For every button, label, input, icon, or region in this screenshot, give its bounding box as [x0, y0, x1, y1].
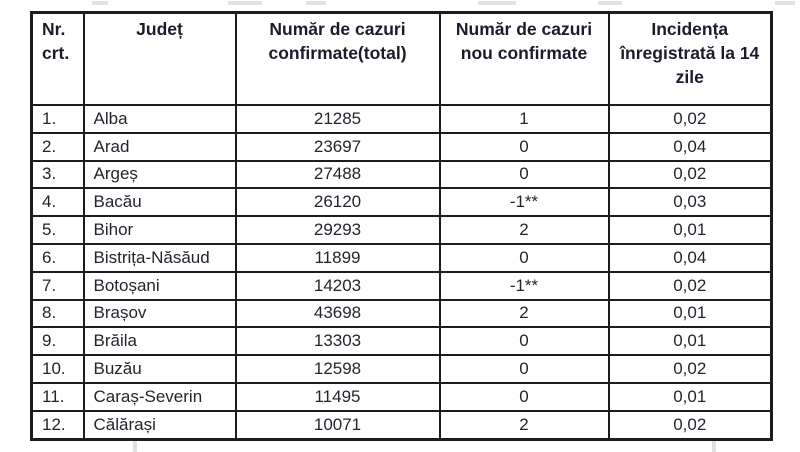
cell-total: 23697 — [234, 131, 441, 162]
cell-incidenta: 0,02 — [607, 409, 773, 441]
cell-incidenta: 0,02 — [607, 354, 773, 384]
cell-nr: 6. — [30, 242, 85, 273]
column-header-judet: Județ — [82, 11, 237, 106]
cell-incidenta: 0,01 — [607, 298, 773, 329]
cell-incidenta: 0,01 — [607, 381, 773, 412]
cell-noi: 0 — [438, 381, 610, 412]
scan-artifact — [92, 1, 108, 5]
cell-judet: Caraș-Severin — [82, 381, 237, 412]
cell-total: 12598 — [234, 354, 441, 384]
cell-nr: 12. — [30, 409, 85, 441]
scan-artifact — [228, 1, 262, 5]
cell-total: 27488 — [234, 159, 441, 190]
cell-incidenta: 0,04 — [607, 131, 773, 162]
cell-judet: Botoșani — [82, 270, 237, 301]
table-row: 10. Buzău 12598 0 0,02 — [30, 354, 773, 384]
cell-total: 11899 — [234, 242, 441, 273]
cell-incidenta: 0,03 — [607, 187, 773, 218]
cell-judet: Bihor — [82, 215, 237, 245]
cell-incidenta: 0,04 — [607, 242, 773, 273]
table-row: 4. Bacău 26120 -1** 0,03 — [30, 187, 773, 218]
cell-judet: Călărași — [82, 409, 237, 441]
cell-nr: 9. — [30, 326, 85, 357]
cell-nr: 1. — [30, 104, 85, 134]
cell-judet: Brăila — [82, 326, 237, 357]
table-row: 11. Caraș-Severin 11495 0 0,01 — [30, 381, 773, 412]
header-row: Nr. crt. Județ Număr de cazuri confirmat… — [30, 11, 773, 106]
cell-nr: 11. — [30, 381, 85, 412]
table-row: 7. Botoșani 14203 -1** 0,02 — [30, 270, 773, 301]
scan-artifact — [775, 1, 795, 5]
column-header-total: Număr de cazuri confirmate(total) — [234, 11, 441, 106]
table-row: 8. Brașov 43698 2 0,01 — [30, 298, 773, 329]
cell-noi: 0 — [438, 131, 610, 162]
cell-judet: Arad — [82, 131, 237, 162]
column-header-noi: Număr de cazuri nou confirmate — [438, 11, 610, 106]
cell-judet: Bistrița-Năsăud — [82, 242, 237, 273]
cell-nr: 4. — [30, 187, 85, 218]
cell-total: 43698 — [234, 298, 441, 329]
cell-noi: 2 — [438, 409, 610, 441]
cell-nr: 5. — [30, 215, 85, 245]
cell-total: 21285 — [234, 104, 441, 134]
cell-noi: -1** — [438, 187, 610, 218]
county-cases-table: Nr. crt. Județ Număr de cazuri confirmat… — [30, 11, 773, 441]
cell-noi: 0 — [438, 242, 610, 273]
scan-artifact — [306, 1, 326, 5]
cell-total: 14203 — [234, 270, 441, 301]
cell-incidenta: 0,01 — [607, 326, 773, 357]
scan-artifact — [712, 438, 716, 452]
table-row: 2. Arad 23697 0 0,04 — [30, 131, 773, 162]
cell-noi: 0 — [438, 326, 610, 357]
cell-incidenta: 0,02 — [607, 104, 773, 134]
cell-nr: 3. — [30, 159, 85, 190]
table-row: 1. Alba 21285 1 0,02 — [30, 104, 773, 134]
scan-artifact — [478, 1, 516, 5]
cell-judet: Bacău — [82, 187, 237, 218]
cell-noi: -1** — [438, 270, 610, 301]
table-body: 1. Alba 21285 1 0,02 2. Arad 23697 0 0,04 3. Argeș 2… — [30, 104, 773, 441]
cell-incidenta: 0,01 — [607, 215, 773, 245]
cell-nr: 7. — [30, 270, 85, 301]
table-row: 6. Bistrița-Năsăud 11899 0 0,04 — [30, 242, 773, 273]
cell-noi: 0 — [438, 159, 610, 190]
cell-total: 29293 — [234, 215, 441, 245]
cell-incidenta: 0,02 — [607, 270, 773, 301]
cell-noi: 2 — [438, 298, 610, 329]
table-row: 9. Brăila 13303 0 0,01 — [30, 326, 773, 357]
cell-judet: Argeș — [82, 159, 237, 190]
cell-noi: 1 — [438, 104, 610, 134]
cell-total: 26120 — [234, 187, 441, 218]
cell-noi: 2 — [438, 215, 610, 245]
cell-nr: 10. — [30, 354, 85, 384]
column-header-incidenta: Incidența înregistrată la 14 zile — [607, 11, 773, 106]
cell-judet: Buzău — [82, 354, 237, 384]
scan-artifact — [598, 1, 622, 5]
cell-nr: 8. — [30, 298, 85, 329]
cell-nr: 2. — [30, 131, 85, 162]
cell-total: 10071 — [234, 409, 441, 441]
cell-incidenta: 0,02 — [607, 159, 773, 190]
cell-noi: 0 — [438, 354, 610, 384]
cell-total: 13303 — [234, 326, 441, 357]
cell-judet: Brașov — [82, 298, 237, 329]
cell-total: 11495 — [234, 381, 441, 412]
table-row: 12. Călărași 10071 2 0,02 — [30, 409, 773, 441]
table-header: Nr. crt. Județ Număr de cazuri confirmat… — [30, 11, 773, 106]
table-row: 3. Argeș 27488 0 0,02 — [30, 159, 773, 190]
scan-artifact — [133, 438, 137, 452]
column-header-nr: Nr. crt. — [30, 11, 85, 106]
table-row: 5. Bihor 29293 2 0,01 — [30, 215, 773, 245]
cell-judet: Alba — [82, 104, 237, 134]
